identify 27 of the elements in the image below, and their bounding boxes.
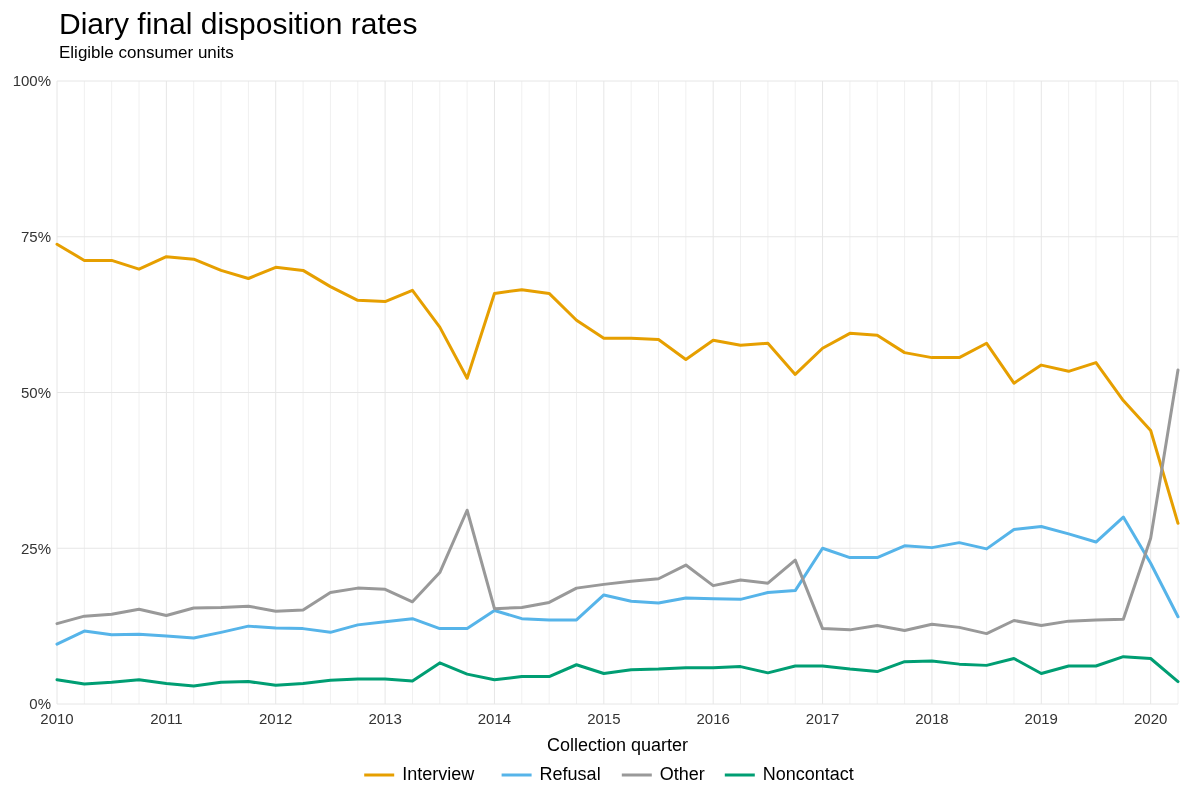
x-tick-label: 2020 [1133,710,1168,727]
line-series [55,515,1180,646]
y-tick-label: 25% [20,539,51,557]
y-tick-label: 50% [20,383,51,401]
x-tick-label: 2013 [368,710,402,727]
x-tick-label: 2017 [805,710,840,727]
legend-label: Other [659,764,705,784]
x-tick-label: 2010 [40,710,74,727]
chart-title: Diary final disposition rates [59,7,418,40]
x-tick-label: 2015 [587,710,621,727]
x-tick-label: 2011 [150,710,183,727]
chart-subtitle: Eligible consumer units [59,43,234,62]
x-tick-label: 2018 [915,710,949,727]
y-tick-label: 100% [12,72,51,90]
x-axis-title: Collection quarter [546,735,689,755]
x-tick-label: 2014 [477,710,512,727]
y-tick-label: 75% [20,228,51,245]
x-tick-label: 2012 [259,710,293,727]
line-series [55,368,1180,636]
x-tick-label: 2016 [696,710,730,727]
y-tick-label: 0% [29,695,51,713]
legend-label: Refusal [539,764,601,784]
legend-label: Interview [402,764,476,784]
line-series [55,242,1180,525]
x-tick-label: 2019 [1024,710,1058,727]
line-series [55,655,1180,688]
legend-label: Noncontact [762,764,854,784]
